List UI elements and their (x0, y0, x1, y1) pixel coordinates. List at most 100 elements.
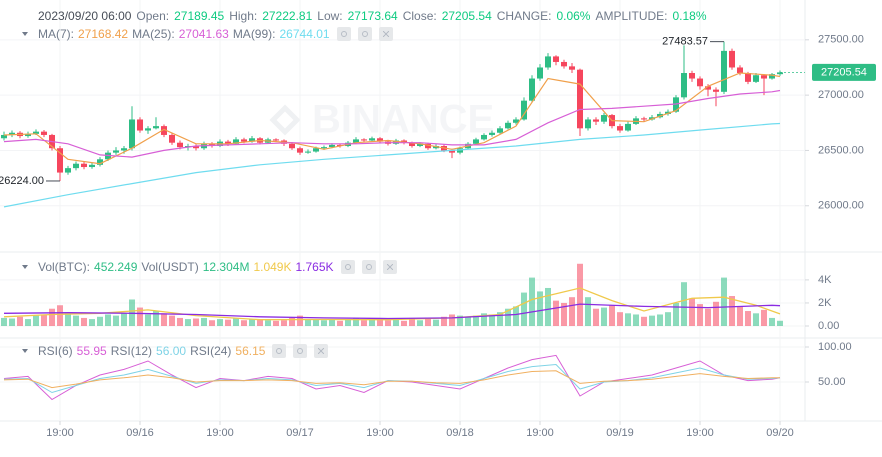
candle-body (89, 164, 95, 168)
candle-body (745, 73, 751, 82)
candle-body (9, 132, 15, 135)
x-tick-label: 09/20 (766, 427, 794, 439)
candle-body (81, 163, 87, 168)
candle-body (129, 119, 135, 149)
y-tick-label: 26000.00 (818, 200, 864, 212)
annotation-label: 27483.57 (662, 36, 708, 48)
legend-name: RSI(24) (190, 344, 232, 358)
volume-bar (345, 319, 351, 326)
volume-bar (721, 277, 727, 326)
legend-name: MA(99): (232, 27, 276, 41)
candle-body (585, 119, 591, 129)
volume-bar (297, 315, 303, 326)
y-tick-label: 4K (818, 274, 832, 286)
volume-bar (329, 319, 335, 326)
volume-bar (649, 315, 655, 326)
volume-bar (681, 282, 687, 326)
line-series (3, 287, 781, 321)
candle-body (721, 50, 727, 92)
candle-body (193, 146, 199, 149)
volume-bar (377, 319, 383, 326)
settings-icon[interactable] (293, 344, 308, 358)
candle-body (545, 56, 551, 68)
candle-body (537, 67, 543, 79)
volume-bar (601, 307, 607, 326)
volume-bar (97, 316, 103, 326)
close-icon[interactable] (382, 260, 397, 274)
settings-icon[interactable] (357, 27, 372, 41)
volume-bar (57, 305, 63, 326)
y-tick-label: 100.00 (818, 341, 852, 353)
legend-value: 56.00 (156, 344, 187, 358)
rsi-legend: RSI(6) 55.95 RSI(12) 56.00 RSI(24) 56.15 (38, 343, 329, 359)
volume-bar (529, 277, 535, 326)
volume-bar (105, 314, 111, 326)
collapse-toggle[interactable] (22, 349, 28, 353)
legend-name: MA(7): (38, 27, 74, 41)
candle-body (641, 118, 647, 120)
candle-body (417, 143, 423, 147)
volume-bar (217, 319, 223, 326)
annotation-label: 26224.00 (0, 175, 44, 187)
candle-body (161, 126, 167, 135)
volume-bar (673, 302, 679, 326)
volume-bar (33, 315, 39, 326)
candle-body (137, 119, 143, 131)
eye-icon[interactable] (272, 344, 287, 358)
value: 27205.54 (441, 9, 492, 23)
volume-bar (617, 312, 623, 326)
volume-bar (161, 313, 167, 326)
legend-value: 27168.42 (78, 27, 129, 41)
candle-body (553, 56, 559, 62)
y-tick-label: 50.00 (818, 376, 846, 388)
volume-bar (705, 308, 711, 326)
volume-bar (201, 317, 207, 326)
label: Close: (402, 9, 437, 23)
collapse-toggle[interactable] (22, 32, 28, 36)
y-tick-label: 27000.00 (818, 89, 864, 101)
settings-icon[interactable] (361, 260, 376, 274)
collapse-toggle[interactable] (22, 265, 28, 269)
candle-body (769, 74, 775, 79)
volume-bar (417, 320, 423, 326)
y-tick-label: 0.00 (818, 320, 839, 332)
volume-bar (449, 314, 455, 326)
volume-bar (145, 314, 151, 326)
x-tick-label: 19:00 (366, 427, 394, 439)
volume-bar (545, 287, 551, 326)
x-tick-label: 19:00 (686, 427, 714, 439)
candle-body (145, 128, 151, 131)
legend-name: MA(25): (132, 27, 175, 41)
eye-icon[interactable] (336, 27, 351, 41)
x-tick-label: 19:00 (526, 427, 554, 439)
volume-bar (401, 320, 407, 326)
close-icon[interactable] (314, 344, 329, 358)
candle-body (289, 143, 295, 149)
candle-body (41, 131, 47, 135)
volume-bar (473, 315, 479, 326)
candle-body (737, 67, 743, 74)
close-icon[interactable] (378, 27, 393, 41)
volume-bar (369, 319, 375, 326)
legend-value: 452.249 (94, 260, 138, 274)
legend-value: 1.765K (295, 260, 334, 274)
candle-body (377, 138, 383, 142)
candle-body (449, 150, 455, 153)
candle-body (577, 69, 583, 129)
volume-bar (81, 317, 87, 326)
candle-body (73, 163, 79, 169)
grid (0, 0, 809, 425)
watermark: BINANCE (269, 98, 494, 142)
legend-value: 26744.01 (279, 27, 330, 41)
candle-body (57, 148, 63, 173)
volume-bar (265, 320, 271, 326)
volume-bar (585, 297, 591, 326)
value: 0.18% (672, 9, 707, 23)
x-tick-label: 19:00 (46, 427, 74, 439)
volume-bar (561, 302, 567, 326)
legend-value: 27041.63 (178, 27, 229, 41)
eye-icon[interactable] (340, 260, 355, 274)
ma-legend: MA(7): 27168.42 MA(25): 27041.63 MA(99): 2674… (38, 26, 393, 42)
volume-bar (513, 306, 519, 326)
last-price-tag (812, 63, 876, 81)
